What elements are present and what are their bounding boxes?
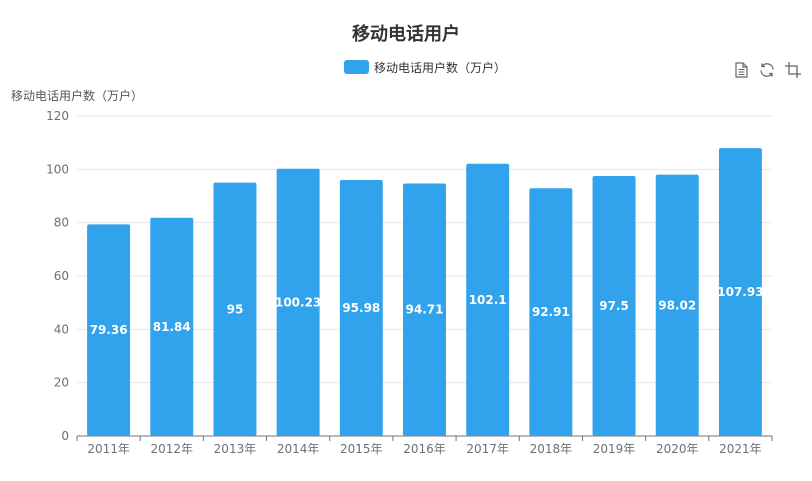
x-tick-label: 2017年	[466, 442, 509, 456]
bar	[592, 176, 636, 436]
bar-value-label: 98.02	[658, 298, 696, 312]
bar	[655, 174, 699, 436]
crop-icon[interactable]	[784, 61, 802, 79]
y-tick-label: 0	[61, 429, 69, 443]
bar-value-label: 92.91	[532, 305, 570, 319]
bar-value-label: 97.5	[599, 299, 629, 313]
restore-icon[interactable]	[758, 61, 776, 79]
y-tick-label: 20	[54, 376, 69, 390]
x-tick-label: 2016年	[403, 442, 446, 456]
bar-value-label: 94.71	[406, 303, 444, 317]
y-tick-label: 100	[46, 162, 69, 176]
y-tick-label: 80	[54, 216, 69, 230]
bar	[150, 217, 194, 436]
x-tick-label: 2019年	[593, 442, 636, 456]
legend-swatch	[344, 60, 369, 74]
x-tick-label: 2018年	[530, 442, 573, 456]
y-axis-label: 移动电话用户数（万户）	[11, 89, 144, 103]
bar	[403, 183, 446, 436]
x-tick-label: 2013年	[214, 442, 257, 456]
y-tick-label: 120	[46, 109, 69, 123]
x-tick-label: 2021年	[719, 442, 762, 456]
bar-value-label: 79.36	[90, 323, 128, 337]
bar-value-label: 81.84	[153, 320, 191, 334]
legend-label: 移动电话用户数（万户）	[374, 60, 507, 75]
toolbox	[732, 61, 802, 79]
x-tick-label: 2011年	[87, 442, 130, 456]
x-tick-label: 2012年	[150, 442, 193, 456]
x-tick-label: 2014年	[277, 442, 320, 456]
bar-value-label: 102.1	[469, 293, 507, 307]
chart-title: 移动电话用户	[352, 24, 460, 45]
data-view-icon[interactable]	[732, 61, 750, 79]
bar-value-label: 107.93	[717, 285, 763, 299]
bar	[87, 224, 131, 436]
bar	[339, 180, 383, 436]
bar-value-label: 95	[227, 302, 244, 316]
legend[interactable]: 移动电话用户数（万户）	[344, 59, 506, 75]
bar-value-label: 95.98	[342, 301, 380, 315]
bar	[276, 168, 320, 436]
x-tick-label: 2015年	[340, 442, 383, 456]
bar-value-label: 100.23	[275, 295, 321, 309]
bar	[529, 188, 573, 436]
y-tick-label: 40	[54, 322, 69, 336]
x-tick-label: 2020年	[656, 442, 699, 456]
bar	[213, 182, 257, 436]
bar	[718, 148, 762, 437]
bar	[466, 163, 510, 436]
y-tick-label: 60	[54, 269, 69, 283]
